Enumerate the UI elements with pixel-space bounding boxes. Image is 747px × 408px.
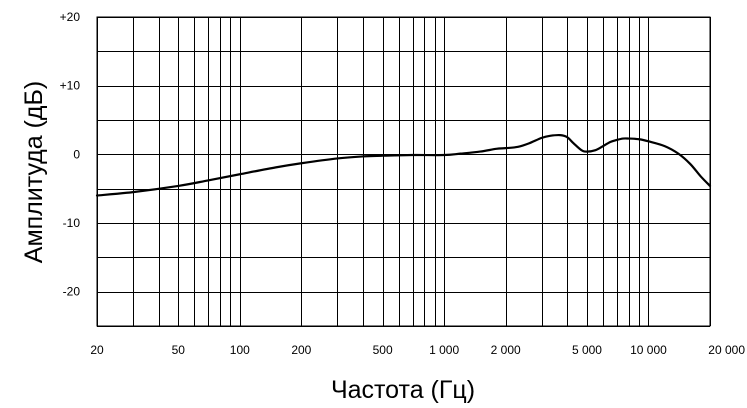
- x-tick-labels: 20 50 100 200 500 1 000 2 000 5 000 10 000 20 000: [90, 343, 745, 357]
- y-tick-label: +10: [60, 79, 81, 93]
- x-tick-label: 2 000: [491, 343, 521, 357]
- y-tick-label: +20: [60, 10, 81, 24]
- x-tick-label: 10 000: [630, 343, 667, 357]
- x-tick-label: 50: [172, 343, 186, 357]
- y-tick-label: 0: [73, 147, 80, 161]
- response-curve-line: [95, 133, 712, 197]
- plot-frame: [96, 16, 711, 327]
- y-tick-labels: +20 +10 0 -10 -20: [60, 10, 81, 299]
- y-axis-title: Амплитуда (дБ): [20, 81, 48, 263]
- x-axis-title: Частота (Гц): [331, 376, 475, 404]
- y-tick-label: -10: [63, 216, 81, 230]
- x-tick-label: 20: [90, 343, 104, 357]
- x-tick-label: 100: [230, 343, 250, 357]
- chart-grid: [97, 17, 711, 327]
- y-tick-label: -20: [63, 285, 81, 299]
- x-tick-label: 500: [373, 343, 393, 357]
- x-tick-label: 1 000: [429, 343, 459, 357]
- x-tick-label: 20 000: [708, 343, 745, 357]
- x-tick-label: 5 000: [572, 343, 602, 357]
- x-tick-label: 200: [291, 343, 311, 357]
